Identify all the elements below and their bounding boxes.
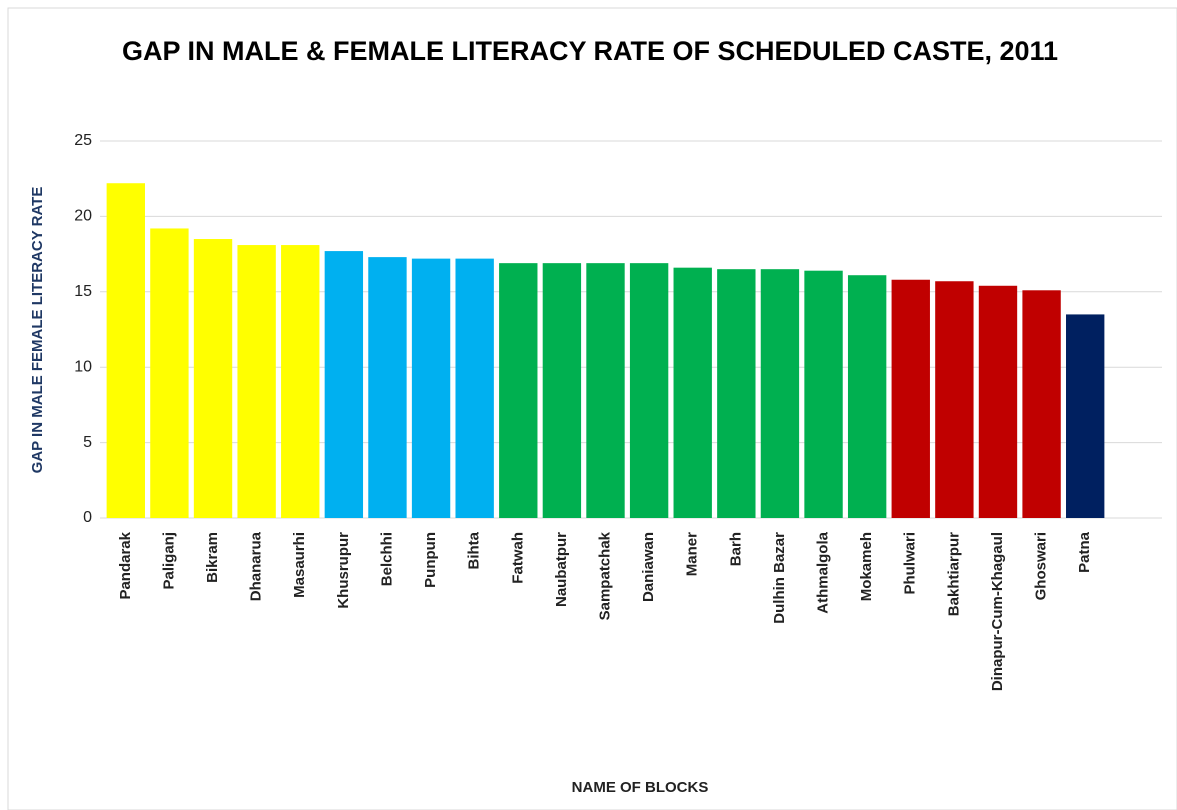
x-tick-label: Masaurhi [291, 532, 308, 598]
y-tick-label: 10 [74, 358, 92, 375]
y-axis-title: GAP IN MALE FEMALE LITERACY RATE [29, 187, 46, 474]
x-tick-label: Barh [727, 532, 744, 566]
y-tick-label: 15 [74, 283, 92, 300]
bar [978, 285, 1018, 518]
x-tick-label: Punpun [422, 532, 439, 588]
y-tick-label: 5 [83, 434, 92, 451]
bar [106, 183, 145, 518]
bar [455, 258, 494, 518]
bar [847, 275, 887, 518]
bar [499, 263, 538, 518]
chart-title: GAP IN MALE & FEMALE LITERACY RATE OF SC… [121, 36, 1059, 66]
x-tick-label: Dinapur-Cum-Khagaul [989, 532, 1006, 691]
bar [150, 228, 189, 519]
bar [542, 263, 582, 518]
bar [629, 263, 669, 518]
bar [193, 239, 233, 518]
bar [324, 251, 364, 519]
x-tick-label: Maner [684, 532, 701, 576]
bar [935, 281, 974, 518]
x-tick-label: Dhanarua [248, 531, 265, 601]
bar [717, 269, 756, 518]
bar [673, 267, 712, 518]
bar [1022, 290, 1061, 518]
x-tick-label: Naubatpur [553, 532, 570, 607]
x-tick-label: Paliganj [160, 532, 177, 590]
x-tick-label: Bihta [466, 531, 483, 569]
bar [368, 257, 407, 518]
y-tick-label: 0 [83, 509, 92, 526]
bar [237, 245, 276, 518]
bar [586, 263, 625, 518]
x-tick-label: Athmalgola [815, 531, 832, 613]
x-tick-label: Bakhtiarpur [945, 532, 962, 616]
y-tick-label: 25 [74, 132, 92, 149]
bar [804, 270, 843, 518]
x-tick-label: Khusrupur [335, 532, 352, 609]
x-tick-label: Bikram [204, 532, 221, 583]
bar [760, 269, 800, 518]
x-tick-label: Sampatchak [596, 531, 613, 620]
x-tick-label: Mokameh [858, 532, 875, 601]
x-tick-label: Belchhi [378, 532, 395, 586]
x-tick-label: Dulhin Bazar [771, 532, 788, 624]
x-tick-label: Ghoswari [1033, 532, 1050, 600]
x-tick-label: Patna [1076, 531, 1093, 573]
bar [411, 258, 451, 518]
x-axis-title: NAME OF BLOCKS [572, 779, 709, 796]
bar [281, 245, 320, 518]
y-tick-label: 20 [74, 208, 92, 225]
x-tick-label: Pandarak [117, 531, 134, 599]
x-tick-label: Phulwari [902, 532, 919, 595]
x-tick-label: Daniawan [640, 532, 657, 602]
x-tick-label: Fatwah [509, 532, 526, 584]
bar [891, 279, 930, 518]
bar [1066, 314, 1105, 518]
